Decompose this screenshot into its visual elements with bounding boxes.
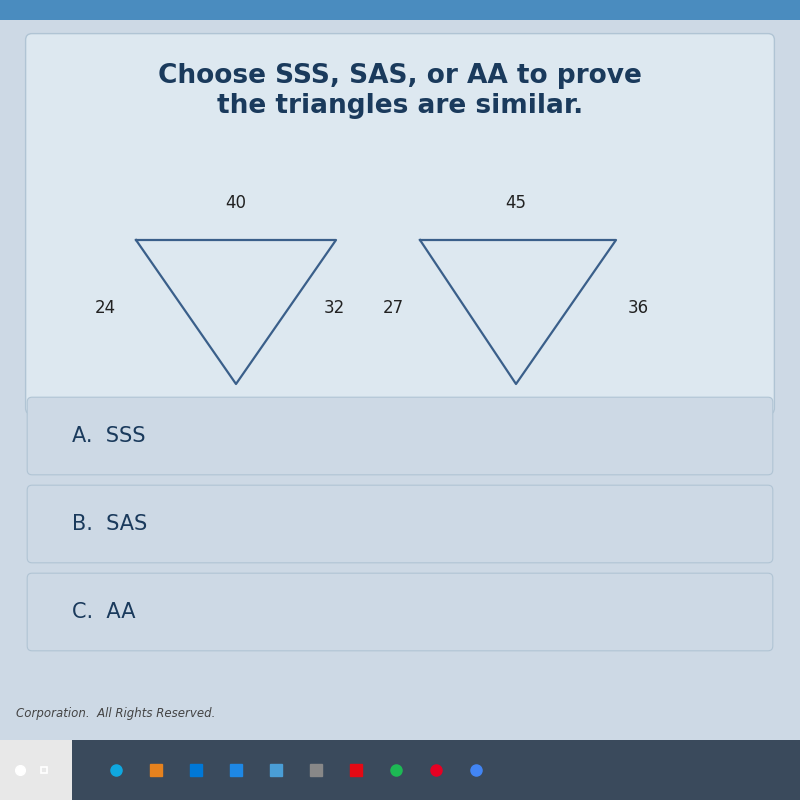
Text: 27: 27: [383, 299, 404, 317]
Text: the triangles are similar.: the triangles are similar.: [217, 93, 583, 118]
FancyBboxPatch shape: [27, 485, 773, 563]
FancyBboxPatch shape: [27, 397, 773, 474]
Text: Corporation.  All Rights Reserved.: Corporation. All Rights Reserved.: [16, 707, 215, 720]
FancyBboxPatch shape: [26, 34, 774, 414]
FancyBboxPatch shape: [0, 740, 800, 800]
Text: 32: 32: [324, 299, 346, 317]
Text: B.  SAS: B. SAS: [72, 514, 147, 534]
Text: 40: 40: [226, 194, 246, 212]
Text: A.  SSS: A. SSS: [72, 426, 146, 446]
FancyBboxPatch shape: [0, 740, 72, 800]
Text: Choose SSS, SAS, or AA to prove: Choose SSS, SAS, or AA to prove: [158, 63, 642, 89]
Text: 45: 45: [506, 194, 526, 212]
Text: C.  AA: C. AA: [72, 602, 135, 622]
Text: 24: 24: [95, 299, 116, 317]
FancyBboxPatch shape: [27, 573, 773, 651]
Text: 36: 36: [628, 299, 649, 317]
FancyBboxPatch shape: [0, 0, 800, 20]
